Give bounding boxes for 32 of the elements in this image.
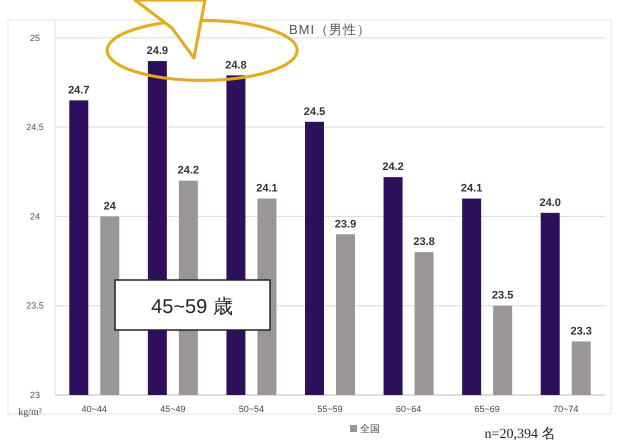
annotation: 45~59 歳 (151, 296, 233, 318)
data-label: 24.1 (460, 182, 482, 195)
x-tick-label: 55~59 (317, 404, 343, 414)
x-tick-label: 45~49 (160, 404, 186, 414)
chart-title: BMI（男性） (288, 22, 372, 37)
data-label: 24.7 (68, 84, 90, 96)
data-label: 24.2 (178, 164, 200, 177)
y-tick-label: 24 (30, 211, 40, 222)
data-label: 24.2 (382, 161, 404, 174)
x-tick-label: 50~54 (238, 404, 264, 414)
x-tick-label: 65~69 (474, 404, 500, 414)
y-tick-label: 25 (30, 32, 40, 43)
y-tick-label: 23 (30, 390, 40, 400)
y-tick-label: 23.5 (26, 300, 44, 311)
data-label: 24.1 (256, 182, 278, 195)
data-label: 24.9 (146, 45, 168, 58)
x-tick-label: 40~44 (82, 404, 107, 414)
x-tick-label: 60~64 (396, 404, 422, 414)
y-axis-title: kg/m² (18, 407, 42, 418)
data-label: 24 (104, 200, 117, 212)
data-label: 23.5 (492, 290, 514, 302)
data-label: 23.3 (570, 325, 592, 338)
legend-label: 全国 (360, 423, 380, 435)
data-label: 24.0 (540, 196, 561, 209)
data-label: 24.5 (304, 106, 326, 118)
x-tick-label: 70~74 (553, 404, 578, 414)
text: n=20,394 名 (484, 426, 556, 442)
data-label: 24.8 (225, 59, 247, 72)
data-label: 23.9 (334, 218, 356, 230)
data-label: 23.8 (413, 236, 435, 248)
note-box: 45~59 歳 (114, 279, 271, 331)
y-tick-label: 24.5 (26, 122, 44, 132)
